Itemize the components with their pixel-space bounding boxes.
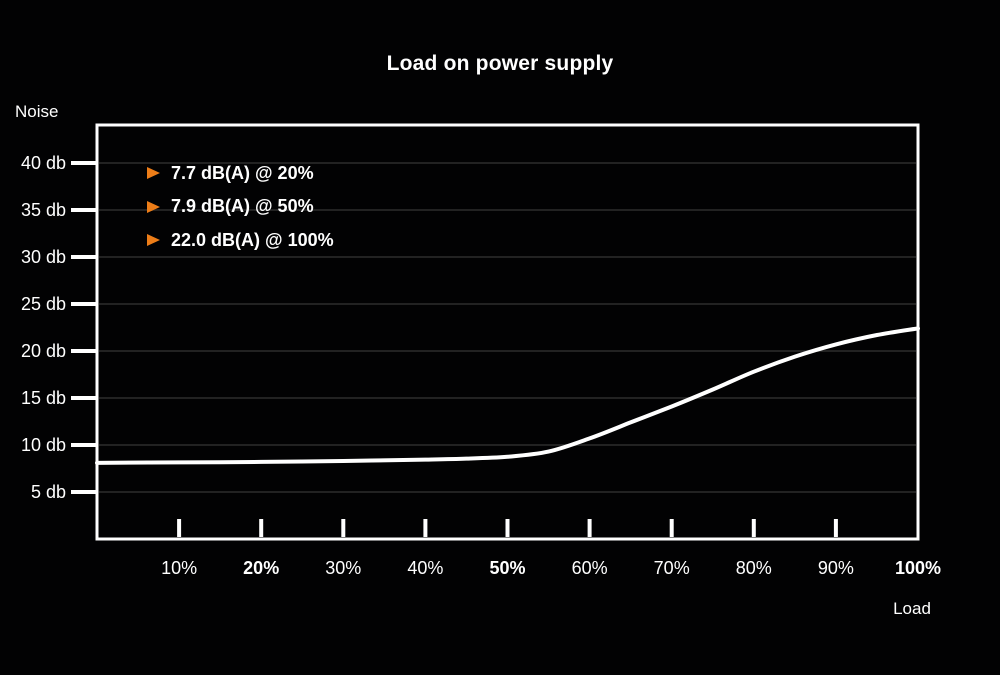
y-tick-label: 35 db — [20, 200, 66, 220]
annotation-row: 7.9 dB(A) @ 50% — [147, 196, 314, 218]
x-tick-label: 10% — [161, 558, 198, 578]
annotation-text: 22.0 dB(A) @ 100% — [171, 229, 334, 250]
annotation-row: 7.7 dB(A) @ 20% — [147, 162, 314, 184]
noise-curve — [95, 326, 920, 465]
y-tick-label: 10 db — [20, 435, 66, 455]
x-tick-label: 60% — [571, 558, 608, 578]
x-tick-label: 40% — [407, 558, 444, 578]
y-tick-label: 40 db — [20, 153, 66, 173]
annotation-text: 7.7 dB(A) @ 20% — [171, 162, 314, 183]
x-tick-label: 30% — [325, 558, 362, 578]
triangle-marker-icon — [147, 167, 160, 179]
annotation-text: 7.9 dB(A) @ 50% — [171, 196, 314, 216]
x-tick-label: 90% — [817, 558, 854, 578]
plot-frame — [95, 123, 920, 541]
triangle-marker-icon — [147, 234, 160, 246]
y-axis-title: Noise — [15, 102, 59, 121]
chart-title: Load on power supply — [386, 52, 614, 75]
y-tick-label: 30 db — [20, 247, 66, 267]
y-tick-label: 20 db — [20, 341, 66, 361]
x-tick-label: 70% — [653, 558, 690, 578]
annotation-row: 22.0 dB(A) @ 100% — [147, 229, 334, 251]
y-tick-label: 25 db — [20, 294, 66, 314]
y-tick-label: 15 db — [20, 388, 66, 408]
x-tick-label: 50% — [489, 558, 526, 578]
x-tick-label: 20% — [243, 558, 280, 578]
x-axis-title: Load — [893, 599, 931, 618]
x-tick-label: 100% — [894, 558, 942, 578]
triangle-marker-icon — [147, 200, 160, 213]
y-tick-label: 5 db — [30, 482, 66, 502]
x-tick-label: 80% — [735, 558, 772, 578]
